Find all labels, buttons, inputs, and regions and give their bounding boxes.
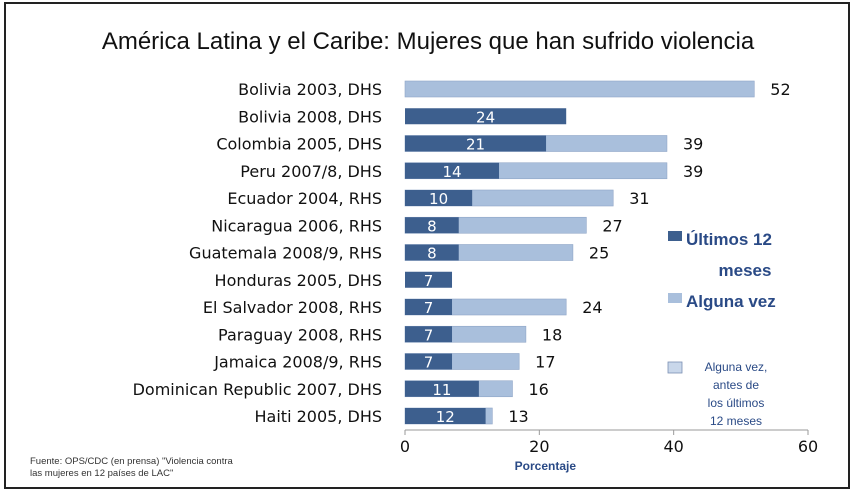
data-label-alguna-vez: 31 xyxy=(629,189,649,208)
data-label-ultimos-12-meses: 7 xyxy=(424,272,434,290)
category-label: Honduras 2005, DHS xyxy=(215,271,382,290)
legend-label-ever: Alguna vez xyxy=(686,292,776,311)
category-label: Nicaragua 2006, RHS xyxy=(211,216,382,235)
data-label-ultimos-12-meses: 7 xyxy=(424,354,434,372)
data-label-ultimos-12-meses: 12 xyxy=(436,408,455,426)
category-label: Guatemala 2008/9, RHS xyxy=(189,244,382,263)
x-axis-group: 0 20 40 60 Porcentaje xyxy=(400,429,818,473)
data-label-ultimos-12-meses: 7 xyxy=(424,299,434,317)
data-label-ultimos-12-meses: 11 xyxy=(432,381,451,399)
data-label-alguna-vez: 39 xyxy=(683,135,703,154)
bar-ultimos-12-meses xyxy=(405,353,453,370)
category-label: Dominican Republic 2007, DHS xyxy=(133,380,382,399)
data-label-ultimos-12-meses: 10 xyxy=(429,190,448,208)
data-label-alguna-vez: 25 xyxy=(589,244,609,263)
bar-ultimos-12-meses xyxy=(405,217,459,234)
category-label: Colombia 2005, DHS xyxy=(216,135,382,154)
data-label-alguna-vez: 18 xyxy=(542,325,562,344)
bar-ultimos-12-meses xyxy=(405,271,453,288)
legend-label-last12-line1: Últimos 12 xyxy=(686,230,772,249)
category-label: Bolivia 2003, DHS xyxy=(238,80,382,99)
bar-alguna-vez xyxy=(404,80,755,98)
bar-ultimos-12-meses xyxy=(405,299,453,315)
bar-ultimos-12-meses xyxy=(405,326,453,343)
bars-group: 52 24 39 21 39 14 31 10 27 8 25 8 7 24 7 18 7 17 7 16 11 13 12 xyxy=(404,80,791,426)
x-tick-label: 20 xyxy=(529,437,549,456)
category-label: El Salvador 2008, RHS xyxy=(203,298,382,317)
bar-ultimos-12-meses xyxy=(405,408,486,424)
data-label-ultimos-12-meses: 8 xyxy=(427,217,437,235)
data-label-alguna-vez: 16 xyxy=(528,380,548,399)
legend-swatch-ever xyxy=(668,293,682,303)
bar-ultimos-12-meses xyxy=(405,162,500,179)
category-label: Ecuador 2004, RHS xyxy=(227,189,382,208)
data-label-ultimos-12-meses: 24 xyxy=(476,108,495,126)
legend-label-ever-before-line3: los últimos xyxy=(708,396,765,410)
bar-ultimos-12-meses xyxy=(405,135,547,152)
data-label-ultimos-12-meses: 21 xyxy=(466,136,485,154)
legend-swatch-last12 xyxy=(668,231,682,241)
bar-ultimos-12-meses xyxy=(405,108,567,125)
category-labels-group: Bolivia 2003, DHS Bolivia 2008, DHS Colomb… xyxy=(133,80,382,426)
bar-ultimos-12-meses xyxy=(405,244,459,261)
x-tick-label: 60 xyxy=(798,437,818,456)
legend-swatch-ever-before xyxy=(667,361,683,374)
source-note: Fuente: OPS/CDC (en prensa) "Violencia c… xyxy=(30,456,233,480)
category-label: Peru 2007/8, DHS xyxy=(240,162,382,181)
x-tick-label: 40 xyxy=(663,437,683,456)
data-label-alguna-vez: 13 xyxy=(508,407,528,426)
data-label-alguna-vez: 52 xyxy=(770,80,790,99)
x-tick-label: 0 xyxy=(400,437,410,456)
data-label-ultimos-12-meses: 7 xyxy=(424,326,434,344)
source-line-1: Fuente: OPS/CDC (en prensa) "Violencia c… xyxy=(30,456,233,467)
data-label-ultimos-12-meses: 14 xyxy=(442,163,461,181)
legend-label-ever-before-line2: antes de xyxy=(713,378,759,392)
category-label: Paraguay 2008, RHS xyxy=(218,325,382,344)
legend-label-ever-before-line1: Alguna vez, xyxy=(705,360,768,374)
source-line-2: las mujeres en 12 países de LAC" xyxy=(30,468,174,479)
data-label-alguna-vez: 17 xyxy=(535,353,555,372)
data-label-alguna-vez: 39 xyxy=(683,162,703,181)
category-label: Haiti 2005, DHS xyxy=(255,407,382,426)
bar-ultimos-12-meses xyxy=(405,190,473,206)
data-label-alguna-vez: 27 xyxy=(602,216,622,235)
data-label-alguna-vez: 24 xyxy=(582,298,602,317)
category-label: Bolivia 2008, DHS xyxy=(238,107,382,126)
legend-label-last12-line2: meses xyxy=(719,261,772,280)
data-label-ultimos-12-meses: 8 xyxy=(427,245,437,263)
x-axis-label: Porcentaje xyxy=(515,459,577,473)
bar-ultimos-12-meses xyxy=(405,380,479,397)
legend-label-ever-before-line4: 12 meses xyxy=(710,414,762,428)
category-label: Jamaica 2008/9, RHS xyxy=(213,353,382,372)
chart-title: América Latina y el Caribe: Mujeres que … xyxy=(101,28,755,55)
